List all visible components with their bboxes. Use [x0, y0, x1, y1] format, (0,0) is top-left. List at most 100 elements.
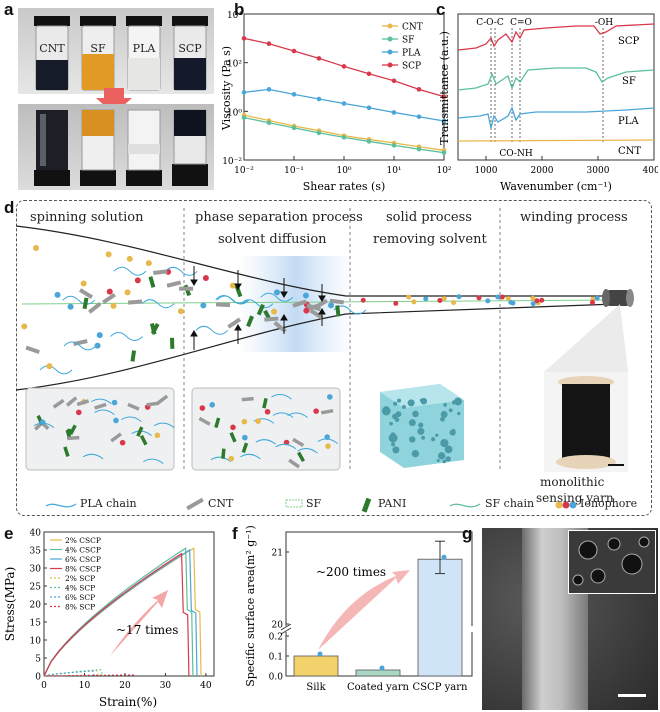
sem-image	[482, 528, 658, 710]
surface-area-chart: 0.0 0.1 0.2 20 21 Silk Coated yarn CSCP yarn ~2…	[244, 526, 478, 693]
chart-f-bar-0	[293, 655, 339, 677]
chart-b-legend-cnt: CNT	[402, 23, 423, 33]
chart-e-series	[43, 668, 104, 677]
chart-c-xtick: 2000	[531, 166, 554, 176]
panel-label-d: d	[4, 198, 15, 217]
stage-solvent-diffusion: solvent diffusion	[218, 232, 327, 247]
chart-b-series-cnt	[243, 114, 445, 151]
chart-b-point	[341, 135, 347, 140]
chart-e-ytick: 40	[30, 529, 42, 539]
ftir-label-scp: SCP	[618, 36, 640, 47]
chart-e-xlabel: Strain(%)	[99, 695, 157, 709]
vials-top: CNT SF PLA SCP	[34, 16, 208, 91]
chart-e-xtick: 40	[200, 681, 212, 691]
chart-e-legend-entry: 4% SCP	[65, 584, 95, 593]
chart-e-ytick: 25	[30, 583, 42, 593]
chart-b-point	[341, 101, 347, 106]
chart-c-xtick: 1000	[475, 166, 498, 176]
chart-e-ytick: 30	[30, 565, 42, 575]
vial-label-cnt: CNT	[39, 42, 65, 55]
chart-e-ytick: 20	[30, 601, 42, 611]
panel-label-e: e	[4, 524, 14, 543]
chart-f-category: Silk	[306, 682, 326, 693]
chart-f-point	[441, 554, 447, 560]
arrow-200-times	[318, 570, 410, 650]
legend-cnt: CNT	[208, 497, 234, 510]
chart-e-xtick: 10	[79, 681, 91, 691]
chart-b-point	[416, 87, 422, 92]
chart-c-xtick: 4000	[643, 166, 658, 176]
stage-winding: winding process	[520, 210, 628, 225]
chart-e-ytick: 10	[30, 637, 42, 647]
panel-label-c: c	[436, 0, 446, 19]
chart-b-ytick: 10⁻²	[222, 157, 242, 167]
legend-sf-chain: SF chain	[485, 497, 535, 510]
chart-b-point	[416, 114, 422, 120]
chart-f-ytick: 0.1	[269, 653, 283, 663]
chart-b-point	[291, 125, 297, 131]
annotation-conh: CO-NH	[499, 149, 533, 159]
legend-ionophore: Ionophore	[580, 497, 638, 510]
chart-e-xtick: 20	[119, 681, 131, 691]
chart-b-ytick: 10⁰	[227, 108, 242, 118]
process-schematic	[16, 208, 634, 513]
chart-b-point	[291, 92, 297, 97]
chart-b-point	[416, 146, 422, 152]
chart-f-ytick: 0.0	[269, 673, 284, 683]
stage-spinning: spinning solution	[30, 210, 144, 225]
winding-spool-icon	[602, 289, 634, 307]
annotation-17-times: ~17 times	[116, 623, 178, 637]
chart-f-category: CSCP yarn	[413, 682, 468, 693]
ftir-line-cnt	[457, 139, 655, 142]
chart-b-point	[316, 96, 322, 102]
chart-b-point	[266, 87, 272, 92]
panel-label-a: a	[4, 0, 14, 19]
down-arrow	[96, 88, 132, 114]
chart-f-point	[317, 651, 323, 657]
chart-e-legend-entry: 2% SCP	[65, 574, 95, 583]
annotation-200-times: ~200 times	[316, 565, 386, 579]
yarn-label-line2: sensing yarn	[536, 491, 614, 505]
chart-e-series	[43, 670, 96, 677]
chart-b-point	[241, 90, 247, 95]
legend-pani: PANI	[378, 497, 407, 510]
ftir-label-sf: SF	[622, 76, 636, 87]
stage-solid: solid process	[386, 210, 472, 225]
chart-e-ytick: 35	[30, 547, 42, 557]
chart-b-point	[291, 48, 297, 54]
chart-b-point	[366, 139, 372, 144]
chart-b-point	[366, 71, 372, 77]
chart-b-point	[316, 130, 322, 136]
chart-b-point	[266, 120, 272, 126]
panel-a-photo-top: CNT SF PLA SCP	[18, 8, 214, 94]
chart-c-xtick: 3000	[587, 166, 610, 176]
scale-bar	[618, 694, 646, 697]
ftir-line-pla	[457, 106, 655, 129]
legend-pla-chain: PLA chain	[80, 497, 137, 510]
chart-b-point	[391, 78, 397, 84]
chart-f-bar-1	[355, 669, 401, 677]
vials-bottom	[34, 109, 208, 186]
chart-b-xtick: 10⁻²	[234, 166, 254, 176]
chart-e-legend-entry: 6% SCP	[65, 593, 95, 602]
chart-b-point	[441, 94, 447, 99]
ftir-line-sf	[457, 67, 655, 91]
chart-b-ytick: 10²	[227, 60, 242, 70]
panel-d-frame	[16, 200, 652, 516]
ftir-label-pla: PLA	[618, 116, 639, 127]
chart-e-ytick: 0	[35, 673, 41, 683]
chart-b-point	[391, 110, 397, 115]
panel-a-photo-bottom	[18, 104, 214, 190]
chart-e-series	[43, 670, 100, 677]
chart-b-point	[316, 56, 322, 61]
chart-e-legend-entry: 2% CSCP	[65, 536, 101, 545]
chart-f-ylabel: Specific surface area(m² g⁻¹)	[244, 526, 257, 687]
vial-label-pla: PLA	[133, 42, 157, 55]
vial-label-sf: SF	[90, 42, 106, 55]
legend-sf: SF	[306, 497, 322, 510]
chart-b-point	[366, 105, 372, 111]
chart-b-point	[391, 143, 397, 148]
chart-b-point	[266, 41, 272, 47]
arrow-17-times	[110, 590, 168, 656]
